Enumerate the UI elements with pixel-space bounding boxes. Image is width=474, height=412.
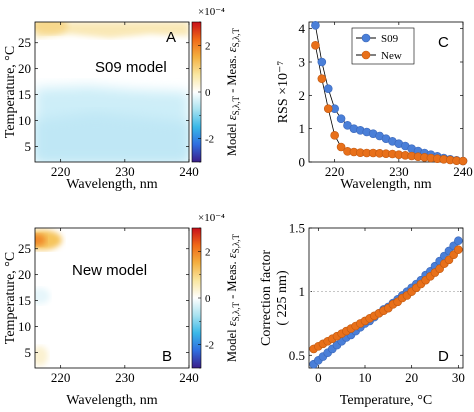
panel-c-xlabel: Wavelength, nm	[340, 177, 432, 192]
c-xtick-label: 220	[325, 164, 345, 179]
colorbar-a-label: Model εS,λ,T - Meas. εS,λ,T	[225, 27, 241, 156]
panel-a-annotation: S09 model	[95, 59, 167, 76]
c-series-new-point	[317, 74, 327, 83]
panel-c-ylabel: RSS ×10⁻⁷	[276, 61, 291, 124]
c-series-new-point	[330, 131, 339, 140]
panel-b-frame	[34, 227, 190, 369]
colorbar-a-ticks: 2 0 -2	[198, 21, 214, 163]
panel-d-ylabel: Correction factor	[259, 250, 274, 346]
heatmap-warm-band	[35, 22, 189, 38]
b-xtick-label: 240	[179, 370, 199, 385]
b-xtick-label: 230	[115, 370, 135, 385]
panel-c-legend: S09 New	[351, 27, 415, 65]
colorbar-a-tick-label: -2	[205, 134, 214, 146]
a-ytick-label: 20	[18, 61, 31, 76]
legend-new-label: New	[381, 50, 402, 62]
panel-b-axes: 220 230 240 5 10 15 20 25	[18, 228, 199, 385]
c-series-s09-point	[336, 114, 346, 123]
d-xtick-label: 0	[315, 370, 322, 385]
c-series-new-point	[311, 41, 320, 50]
panel-c-letter: C	[438, 34, 449, 51]
a-xtick-label: 220	[51, 164, 71, 179]
b-ytick-label: 15	[18, 293, 31, 308]
c-ytick-label: 0	[299, 155, 306, 170]
panel-a-letter: A	[166, 29, 176, 46]
colorbar-b-tick-label: 0	[205, 293, 211, 305]
colorbar-a-tick-label: 0	[205, 87, 211, 99]
heatmap-warm-spot	[35, 22, 68, 34]
panel-d-plot: 0 10 20 30 0.5 1 1.5	[289, 221, 465, 386]
a-ytick-label: 5	[25, 139, 32, 154]
heatmap-faint-warm	[35, 346, 48, 366]
colorbar-a: ×10⁻⁴ 2 0 -2 Model εS,λ,T - Meas. εS,λ,T	[191, 6, 241, 163]
c-xtick-label: 240	[453, 164, 473, 179]
colorbar-b-tick-label: -2	[205, 340, 214, 352]
d-series-new-point	[454, 245, 463, 254]
b-ytick-label: 5	[25, 345, 32, 360]
c-series-s09-point	[311, 21, 320, 30]
colorbar-b-label: Model εS,λ,T - Meas. εS,λ,T	[225, 233, 241, 362]
b-ytick-label: 25	[18, 241, 31, 256]
legend-new-marker	[361, 50, 371, 60]
c-series-new-point	[458, 156, 468, 166]
panel-b: New model B 220 230 240 5 10 15 20 25 Wavelengt…	[3, 227, 199, 408]
panel-a-xlabel: Wavelength, nm	[66, 177, 158, 192]
panel-a-axes: 220 230 240 5 10 15 20 25	[18, 22, 199, 179]
heatmap-faint-cool	[35, 288, 50, 304]
panel-c-plot: 220 230 240 0 1 2 3 4	[299, 21, 473, 179]
panel-b-ylabel: Temperature, °C	[3, 252, 18, 344]
b-ytick-label: 20	[18, 267, 31, 282]
c-xtick-label: 230	[389, 164, 409, 179]
c-ytick-label: 1	[299, 121, 306, 136]
colorbar-a-exponent: ×10⁻⁴	[198, 6, 225, 18]
panel-d-ylabel-2: ( 225 nm)	[275, 270, 290, 326]
a-xtick-label: 240	[179, 164, 199, 179]
panel-b-letter: B	[162, 348, 172, 365]
d-xtick-label: 10	[359, 370, 372, 385]
panel-b-heatmap	[35, 230, 62, 366]
panel-b-plot-area	[35, 228, 189, 368]
heatmap-hot-corner	[35, 234, 46, 246]
legend-s09-marker	[361, 33, 371, 43]
a-ytick-label: 25	[18, 35, 31, 50]
b-ytick-label: 10	[18, 319, 31, 334]
b-xtick-label: 220	[51, 370, 71, 385]
legend-box	[351, 27, 415, 65]
d-ytick-label: 0.5	[289, 348, 305, 363]
colorbar-b-tick-label: 2	[205, 246, 211, 258]
c-series-new-point	[323, 104, 333, 113]
colorbar-b-exponent: ×10⁻⁴	[198, 212, 225, 224]
d-ytick-label: 1	[299, 284, 306, 299]
a-ytick-label: 10	[18, 113, 31, 128]
panel-a-ylabel: Temperature, °C	[3, 46, 18, 138]
panel-a: S09 model A 220 230 240 5 10 15 20 25 Wavelengt…	[3, 21, 199, 192]
legend-s09-label: S09	[381, 33, 399, 45]
d-ytick-label: 1.5	[289, 221, 305, 236]
d-series-s09-point	[454, 236, 463, 246]
panel-b-xlabel: Wavelength, nm	[66, 393, 158, 408]
c-series-new-point	[336, 142, 346, 152]
a-xtick-label: 230	[115, 164, 135, 179]
colorbar-b: ×10⁻⁴ 2 0 -2 Model εS,λ,T - Meas. εS,λ,T	[191, 212, 241, 369]
colorbar-b-ticks: 2 0 -2	[198, 227, 214, 369]
d-xtick-label: 30	[452, 370, 465, 385]
panel-b-annotation: New model	[72, 262, 147, 279]
a-ytick-label: 15	[18, 87, 31, 102]
c-ytick-label: 2	[299, 88, 306, 103]
c-ytick-label: 4	[299, 21, 306, 36]
d-xtick-label: 20	[405, 370, 418, 385]
c-series-s09-point	[323, 84, 333, 93]
panel-a-heatmap	[35, 22, 189, 162]
c-ytick-label: 3	[299, 55, 306, 70]
heatmap-cool-core	[35, 112, 189, 162]
colorbar-a-tick-label: 2	[205, 40, 211, 52]
c-series-s09-point	[317, 57, 327, 67]
panel-a-frame	[34, 21, 190, 163]
panel-d: 0 10 20 30 0.5 1 1.5 D Temperature, °C Correct…	[259, 221, 465, 409]
panel-d-xlabel: Temperature, °C	[340, 393, 432, 408]
panel-d-letter: D	[438, 348, 449, 365]
